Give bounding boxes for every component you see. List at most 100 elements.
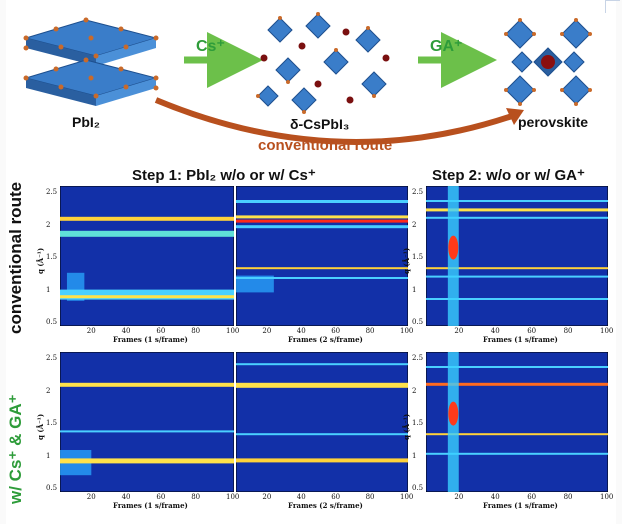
perovskite-crystal-icon xyxy=(504,18,592,106)
x-tick-label: 20 xyxy=(262,493,272,501)
intensity-region xyxy=(236,275,274,293)
diffraction-band xyxy=(60,430,234,433)
diffraction-band xyxy=(426,452,608,455)
x-tick-label: 80 xyxy=(365,327,375,335)
y-tick-label: 2.5 xyxy=(46,354,58,362)
x-tick-label: 20 xyxy=(86,327,96,335)
x-tick-label: 60 xyxy=(156,493,166,501)
x-tick-label: 100 xyxy=(226,493,240,501)
diffraction-band xyxy=(236,363,408,366)
x-tick-label: 100 xyxy=(600,493,614,501)
diffraction-band xyxy=(60,289,234,300)
x-axis-label: Frames (1 s/frame) xyxy=(113,501,188,510)
diffraction-band xyxy=(236,215,408,219)
diffraction-band xyxy=(60,295,234,299)
diffraction-band xyxy=(426,267,608,270)
y-tick-label: 2 xyxy=(412,386,417,395)
diffraction-band xyxy=(426,275,608,278)
diffraction-band xyxy=(60,458,234,464)
x-tick-label: 80 xyxy=(563,493,573,501)
x-tick-label: 60 xyxy=(331,493,341,501)
x-tick-label: 40 xyxy=(490,327,500,335)
heatmap-panel-p3 xyxy=(426,186,608,326)
y-tick-label: 2 xyxy=(412,220,417,229)
x-tick-label: 60 xyxy=(527,327,537,335)
x-tick-label: 40 xyxy=(121,327,131,335)
x-tick-label: 20 xyxy=(262,327,272,335)
diffraction-band xyxy=(426,200,608,202)
x-tick-label: 80 xyxy=(563,327,573,335)
y-tick-label: 2.5 xyxy=(46,188,58,196)
y-tick-label: 1.5 xyxy=(412,419,424,427)
diffraction-band xyxy=(426,298,608,300)
y-axis-label: q (Å⁻¹) xyxy=(402,247,411,274)
expand-corner-icon xyxy=(605,0,620,13)
diffraction-band xyxy=(236,219,408,223)
y-tick-label: 1 xyxy=(412,451,417,460)
diffraction-band xyxy=(426,366,608,368)
x-tick-label: 100 xyxy=(226,327,240,335)
heatmap-panel-p6 xyxy=(426,352,608,492)
x-tick-label: 40 xyxy=(296,493,306,501)
y-tick-label: 1 xyxy=(46,285,51,294)
schematic xyxy=(23,12,592,145)
diffraction-band xyxy=(60,216,234,221)
cs-arrow-label: Cs⁺ xyxy=(196,38,225,55)
y-tick-label: 1 xyxy=(46,451,51,460)
row-label-cs-ga: w/ Cs⁺ & GA⁺ xyxy=(6,394,25,504)
x-tick-label: 20 xyxy=(454,327,464,335)
y-axis-label: q (Å⁻¹) xyxy=(402,413,411,440)
diffraction-band xyxy=(426,433,608,436)
y-tick-label: 1 xyxy=(412,285,417,294)
y-tick-label: 1.5 xyxy=(46,253,58,261)
y-tick-label: 0.5 xyxy=(46,484,58,492)
ga-arrow-label: GA⁺ xyxy=(430,38,463,55)
figure: Cs⁺ GA⁺ PbI₂ δ-CsPbI₃ perovskite convent… xyxy=(6,0,616,524)
x-tick-label: 60 xyxy=(156,327,166,335)
y-tick-label: 1.5 xyxy=(46,419,58,427)
heatmap-panel-p4 xyxy=(60,352,234,492)
diffraction-band xyxy=(426,216,608,219)
diffraction-band xyxy=(426,382,608,386)
step1-header: Step 1: PbI₂ w/o or w/ Cs⁺ xyxy=(132,167,316,184)
y-tick-label: 1.5 xyxy=(412,253,424,261)
x-tick-label: 60 xyxy=(331,327,341,335)
x-axis-label: Frames (1 s/frame) xyxy=(483,501,558,510)
diffraction-band xyxy=(60,382,234,387)
pbi2-label: PbI₂ xyxy=(72,114,100,130)
heatmap-panel-p2 xyxy=(236,186,408,326)
x-axis-label: Frames (1 s/frame) xyxy=(483,335,558,344)
x-tick-label: 20 xyxy=(454,493,464,501)
diffraction-band xyxy=(236,458,408,463)
y-tick-label: 0.5 xyxy=(46,318,58,326)
perovskite-label: perovskite xyxy=(518,114,589,130)
x-tick-label: 100 xyxy=(400,493,414,501)
x-tick-label: 60 xyxy=(527,493,537,501)
x-tick-label: 20 xyxy=(86,493,96,501)
y-axis-label: q (Å⁻¹) xyxy=(36,247,45,274)
x-tick-label: 40 xyxy=(490,493,500,501)
x-tick-label: 40 xyxy=(121,493,131,501)
diffraction-band xyxy=(60,230,234,237)
delta-label: δ-CsPbI₃ xyxy=(290,116,350,132)
hotspot xyxy=(448,401,459,426)
y-tick-label: 0.5 xyxy=(412,318,424,326)
diffraction-band xyxy=(236,225,408,229)
y-tick-label: 2 xyxy=(46,386,51,395)
route-arrow-icon xyxy=(154,97,513,145)
diffraction-band xyxy=(426,208,608,212)
heatmap-panel-p5 xyxy=(236,352,408,492)
x-axis-label: Frames (1 s/frame) xyxy=(113,335,188,344)
heatmap-panel-p1 xyxy=(60,186,234,326)
route-label: conventional route xyxy=(258,137,393,154)
delta-cspbi3-icon xyxy=(256,12,390,114)
diffraction-band xyxy=(236,433,408,436)
diffraction-band xyxy=(236,267,408,270)
x-tick-label: 100 xyxy=(600,327,614,335)
x-axis-label: Frames (2 s/frame) xyxy=(288,335,363,344)
y-tick-label: 2 xyxy=(46,220,51,229)
diffraction-band xyxy=(236,200,408,203)
hotspot xyxy=(448,235,459,260)
diffraction-band xyxy=(236,277,408,279)
x-tick-label: 80 xyxy=(191,327,201,335)
